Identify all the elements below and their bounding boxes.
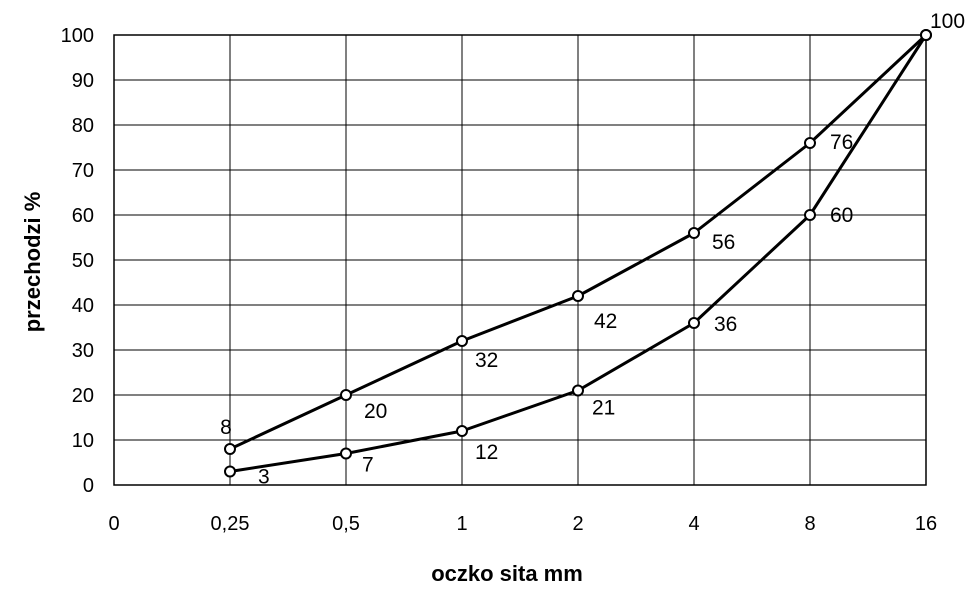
data-series <box>224 29 932 478</box>
x-tick-label: 0 <box>108 513 119 535</box>
y-tick-label: 20 <box>72 385 94 407</box>
y-tick-label: 70 <box>72 160 94 182</box>
series-2-point <box>688 317 700 329</box>
series-2-data-label: 36 <box>714 313 737 336</box>
series-2-point <box>224 465 236 478</box>
data-labels: 8 20 32 42 56 76 100 3 7 12 21 36 60 <box>220 10 965 489</box>
series-2-point <box>804 209 816 221</box>
x-tick-label: 4 <box>688 513 699 535</box>
series-1-point <box>456 335 468 347</box>
series-2-point <box>340 447 352 460</box>
y-axis-tick-labels: 0 10 20 30 40 50 60 70 80 90 100 <box>61 25 94 497</box>
series-1-data-label: 100 <box>930 10 965 33</box>
x-tick-label: 8 <box>804 513 815 535</box>
series-2-point <box>920 29 932 41</box>
series-1-data-label: 56 <box>712 231 735 254</box>
y-tick-label: 100 <box>61 25 94 47</box>
series-2-data-label: 21 <box>592 397 615 420</box>
series-1-data-label: 8 <box>220 416 232 439</box>
y-tick-label: 30 <box>72 340 94 362</box>
y-tick-label: 10 <box>72 430 94 452</box>
series-1-data-label: 20 <box>364 400 387 423</box>
x-tick-label: 16 <box>915 513 937 535</box>
series-1-data-label: 76 <box>830 131 853 154</box>
grid-lines <box>113 34 927 486</box>
series-1-point <box>688 227 700 239</box>
x-tick-label: 2 <box>572 513 583 535</box>
y-tick-label: 40 <box>72 295 94 317</box>
x-tick-label: 0,5 <box>332 513 360 535</box>
x-tick-label: 0,25 <box>211 513 250 535</box>
series-1-data-label: 32 <box>475 349 498 372</box>
x-axis-title: oczko sita mm <box>431 561 583 586</box>
series-1-point <box>804 137 816 149</box>
series-2-point <box>456 425 468 437</box>
series-1-point <box>224 443 236 455</box>
series-2-data-label: 3 <box>258 466 270 489</box>
x-tick-label: 1 <box>456 513 467 535</box>
series-1-point <box>572 290 584 302</box>
y-tick-label: 0 <box>83 475 94 497</box>
series-1-point <box>340 389 352 401</box>
series-2-data-label: 60 <box>830 204 853 227</box>
y-tick-label: 80 <box>72 115 94 137</box>
plot-area <box>113 34 927 486</box>
y-axis-title: przechodzi % <box>20 192 45 333</box>
series-2-data-label: 7 <box>362 454 374 477</box>
series-2-data-label: 12 <box>475 441 498 464</box>
y-tick-label: 90 <box>72 70 94 92</box>
y-tick-label: 50 <box>72 250 94 272</box>
series-1-data-label: 42 <box>594 310 617 333</box>
y-tick-label: 60 <box>72 205 94 227</box>
x-axis-tick-labels: 0 0,25 0,5 1 2 4 8 16 <box>108 513 937 535</box>
series-2-point <box>572 384 584 397</box>
